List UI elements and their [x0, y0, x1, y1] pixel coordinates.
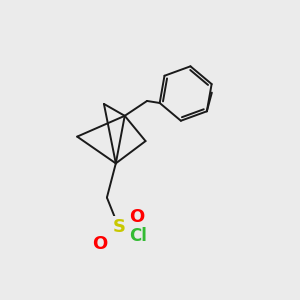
Text: S: S [112, 218, 125, 236]
Text: O: O [92, 235, 107, 253]
Text: Cl: Cl [129, 227, 147, 245]
Text: O: O [129, 208, 144, 226]
